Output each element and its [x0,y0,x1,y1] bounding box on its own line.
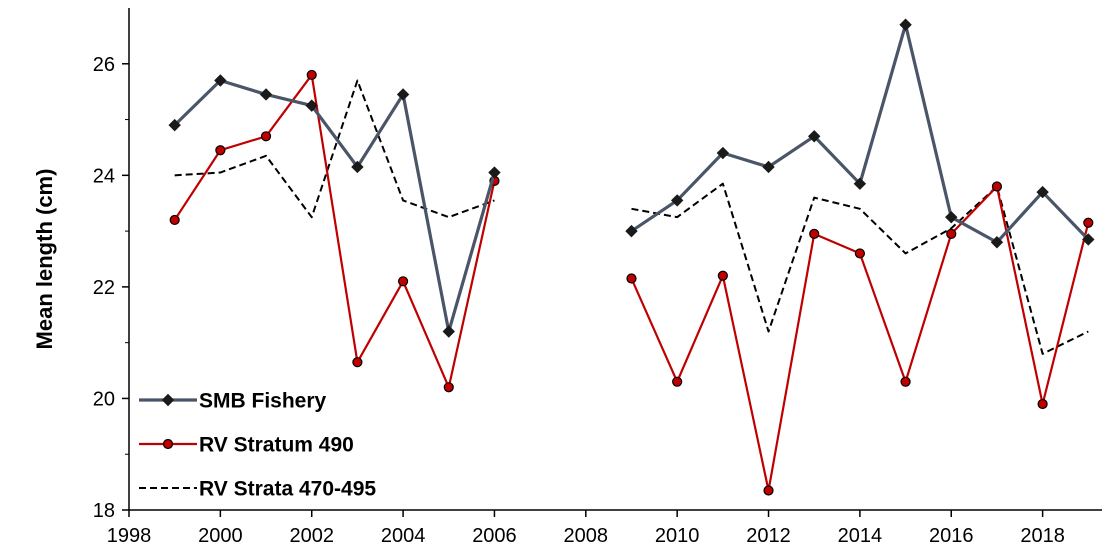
data-point-circle [397,276,409,287]
x-tick-label: 2018 [1020,525,1065,547]
legend-item: SMB Fishery [139,390,327,413]
data-point-diamond [670,194,684,207]
y-tick-label: 24 [93,165,115,187]
data-point-diamond [762,160,775,174]
data-point-circle [763,485,774,496]
x-tick-label: 2016 [929,525,974,547]
x-tick-label: 2010 [655,525,700,547]
data-point-circle [169,214,180,226]
data-point-diamond [808,130,821,143]
data-point-circle [162,438,174,450]
data-point-diamond [1036,185,1049,199]
legend-item: RV Strata 470-495 [139,478,376,501]
data-point-diamond [945,210,958,224]
series-line [173,73,496,389]
data-point-diamond [351,160,364,174]
y-tick-label: 18 [93,500,115,522]
series-line [174,79,495,219]
data-point-diamond [161,393,175,407]
legend-label: RV Stratum 490 [199,434,354,457]
x-tick-label: 2014 [838,525,883,547]
data-point-diamond [168,118,181,132]
data-point-circle [306,69,317,81]
data-point-circle [900,376,911,387]
data-point-diamond [899,18,912,31]
x-tick-label: 2004 [381,525,426,547]
series-line [173,78,496,334]
data-point-diamond [625,224,638,238]
data-point-circle [352,357,363,368]
legend-label: RV Strata 470-495 [199,478,376,501]
data-point-diamond [853,177,867,190]
series-rv-strata-470-495 [174,79,1089,355]
data-point-diamond [214,74,227,87]
data-point-diamond [305,99,318,112]
series-rv-stratum-490 [169,69,1094,496]
x-tick-label: 2000 [198,525,243,547]
y-tick-label: 22 [93,277,115,299]
series-smb-fishery [168,18,1095,338]
data-point-diamond [716,146,730,160]
data-point-diamond [259,88,273,101]
data-point-circle [672,376,683,387]
data-point-diamond [396,88,410,101]
x-ticks: 1998 2000 2002 2004 2006 2008 2010 2012 2014 2016… [107,510,1065,547]
data-point-diamond [1082,233,1095,246]
series-layer [168,18,1095,496]
data-point-circle [946,228,957,239]
data-point-circle [626,273,637,284]
legend-label: SMB Fishery [199,390,327,413]
axes [128,8,1102,511]
y-axis-title: Mean length (cm) [32,169,57,350]
series-line [630,185,1090,492]
x-tick-label: 2008 [564,525,609,547]
data-point-circle [991,181,1003,192]
x-tick-label: 2012 [746,525,791,547]
legend: SMB Fishery RV Stratum 490 RV Strata 470-4… [139,390,376,501]
data-point-diamond [488,166,501,179]
x-tick-label: 2002 [289,525,334,547]
data-point-diamond [990,236,1004,249]
data-point-diamond [442,325,455,338]
series-line [631,182,1089,355]
data-point-circle [1083,217,1094,228]
data-point-circle [809,228,820,239]
data-point-circle [215,145,226,156]
legend-item: RV Stratum 490 [139,434,354,457]
data-point-circle [443,382,454,393]
x-tick-label: 2006 [472,525,517,547]
y-tick-label: 20 [93,388,115,410]
data-point-circle [260,131,272,142]
y-ticks: 18 20 22 24 26 [93,54,129,522]
y-tick-label: 26 [93,54,115,76]
data-point-circle [854,248,865,259]
data-point-circle [1037,398,1048,410]
x-tick-label: 1998 [107,525,152,547]
data-point-circle [717,270,728,281]
